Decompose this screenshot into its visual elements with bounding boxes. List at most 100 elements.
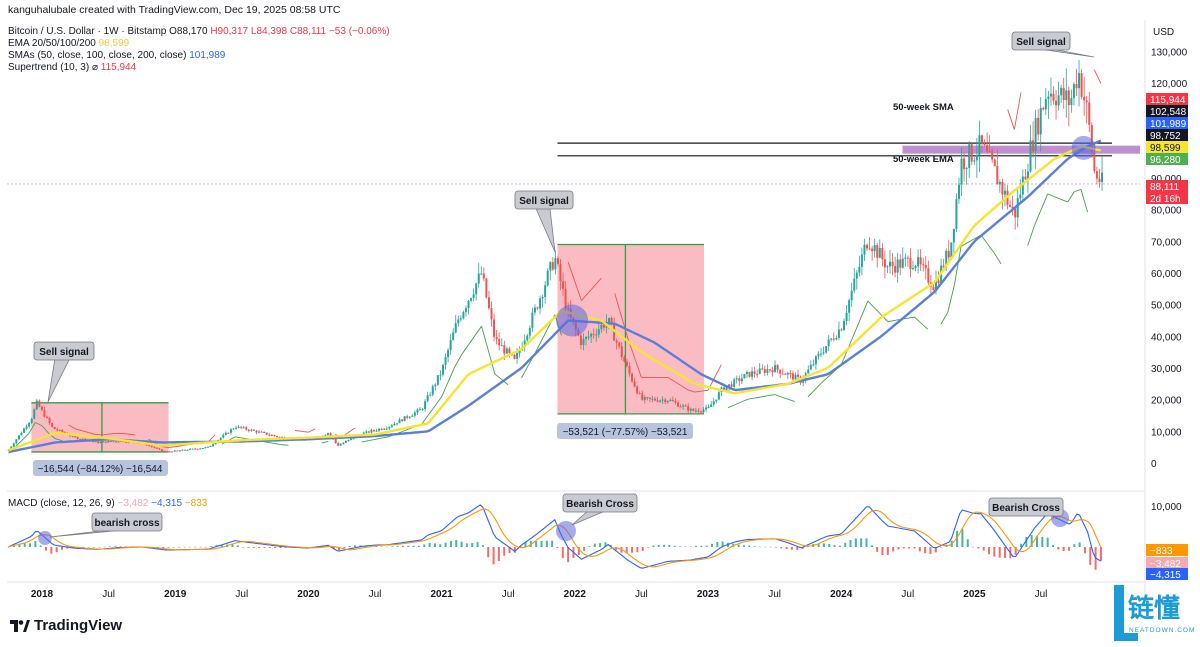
macd-histogram-bar — [1067, 547, 1070, 551]
macd-histogram-bar — [742, 545, 745, 547]
candle-body — [556, 258, 559, 264]
macd-histogram-bar — [583, 547, 586, 551]
supertrend-segment — [441, 381, 449, 398]
macd-histogram-bar — [631, 547, 634, 553]
macd-histogram-bar — [162, 547, 165, 549]
candle-body — [71, 435, 74, 437]
supertrend-segment — [534, 340, 542, 354]
candle-body — [206, 446, 209, 448]
sell-signal-callout-2021 — [514, 190, 574, 210]
candle-body — [970, 144, 973, 162]
supertrend-segment — [301, 430, 309, 433]
candle-body — [475, 283, 478, 295]
candle-body — [53, 426, 56, 430]
candle-body — [462, 312, 465, 319]
candle-body — [150, 445, 153, 447]
candle-body — [1098, 178, 1101, 183]
macd-histogram-bar — [1004, 547, 1007, 559]
supertrend-segment — [81, 430, 89, 434]
candle-body — [679, 406, 682, 408]
macd-histogram-bar — [700, 545, 703, 547]
candle-body — [743, 374, 746, 379]
macd-histogram-bar — [412, 545, 415, 547]
time-tick-label: Jul — [1035, 589, 1048, 600]
candle-body — [705, 407, 708, 410]
candle-body — [853, 278, 856, 291]
candle-body — [224, 432, 227, 435]
candle-body — [1095, 171, 1098, 179]
macd-histogram-bar — [407, 545, 410, 547]
candle-body — [168, 451, 171, 453]
candle-body — [551, 262, 554, 270]
candle-body — [1047, 96, 1050, 100]
candle-body — [643, 397, 646, 400]
candle-body — [1101, 172, 1104, 183]
candle-body — [692, 408, 695, 411]
candle-body — [401, 419, 404, 422]
candle-body — [728, 384, 731, 388]
macd-histogram-bar — [673, 545, 676, 547]
sell-signal-callout-2021-text: Sell signal — [519, 196, 569, 207]
candle-body — [1080, 73, 1083, 97]
candle-body — [633, 381, 636, 387]
candle-body — [623, 357, 626, 362]
macd-histogram-bar — [449, 540, 452, 547]
macd-histogram-bar — [18, 544, 21, 547]
candle-body — [500, 345, 503, 347]
candle-body — [1075, 84, 1078, 89]
candle-body — [378, 428, 381, 431]
candle-body — [945, 250, 948, 268]
candle-body — [763, 369, 766, 373]
macd-legend-label: MACD (close, 12, 26, 9) — [8, 498, 115, 509]
macd-histogram-bar — [977, 547, 980, 549]
candle-body — [472, 294, 475, 299]
candle-body — [980, 135, 983, 144]
macd-histogram-bar — [23, 543, 26, 547]
ema-legend[interactable]: EMA 20/50/100/200 98,599 — [8, 38, 129, 49]
macd-histogram-bar — [710, 543, 713, 547]
supertrend-legend[interactable]: Supertrend (10, 3) ⌀ 115,944 — [8, 62, 136, 73]
candle-body — [189, 448, 192, 450]
candle-body — [878, 248, 881, 258]
price-tag-1 — [1146, 105, 1188, 117]
macd-histogram-bar — [284, 547, 287, 548]
supertrend-segment — [1080, 189, 1089, 213]
candle-body — [1093, 152, 1096, 172]
macd-legend[interactable]: MACD (close, 12, 26, 9) −3,482 −4,315 −8… — [8, 498, 207, 509]
candle-body — [710, 404, 713, 407]
macd-histogram-bar — [167, 547, 170, 548]
macd-histogram-bar — [220, 544, 223, 547]
supertrend-segment — [914, 316, 922, 324]
candle-body — [324, 434, 327, 436]
candle-body — [493, 319, 496, 337]
candle-body — [697, 410, 700, 412]
candle-body — [707, 406, 710, 408]
macd-histogram-bar — [401, 545, 404, 547]
macd-histogram-bar — [34, 541, 37, 547]
sma-legend[interactable]: SMAs (50, close, 100, close, 200, close)… — [8, 50, 225, 61]
supertrend-segment — [807, 389, 815, 398]
supertrend-segment — [874, 307, 882, 316]
macd-histogram-bar — [423, 544, 426, 547]
currency-label[interactable]: USD — [1153, 27, 1175, 38]
supertrend-segment — [1054, 196, 1062, 200]
supertrend-segment — [1027, 225, 1035, 246]
macd-histogram-bar — [604, 542, 607, 547]
candle-body — [978, 135, 981, 156]
candle-body — [791, 373, 794, 380]
candle-body — [94, 441, 97, 443]
price-tag-text-1: 102,548 — [1150, 107, 1187, 118]
macd-histogram-bar — [796, 547, 799, 550]
candle-body — [155, 447, 158, 449]
candle-body — [613, 324, 616, 341]
candle-body — [237, 426, 240, 428]
macd-histogram-bar — [924, 547, 927, 554]
supertrend-segment — [321, 440, 329, 444]
candle-body — [120, 440, 123, 442]
supertrend-segment — [308, 428, 316, 433]
price-tag-6 — [1146, 180, 1188, 192]
candle-body — [909, 257, 912, 270]
supertrend-segment — [175, 445, 182, 448]
candle-body — [498, 338, 501, 346]
time-tick-label: Jul — [102, 589, 115, 600]
